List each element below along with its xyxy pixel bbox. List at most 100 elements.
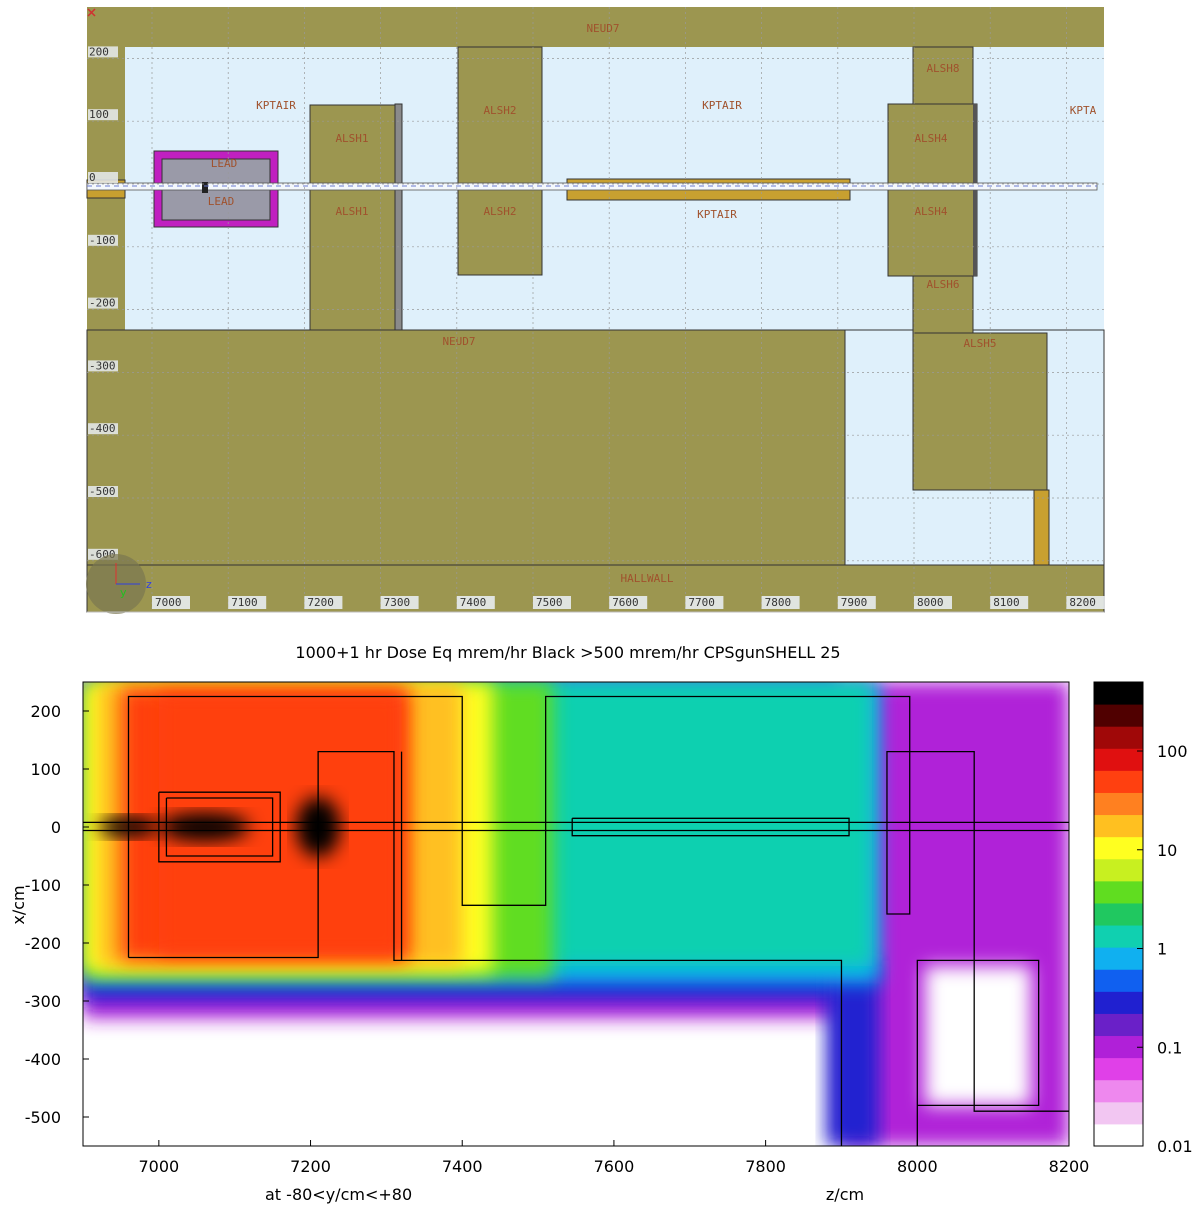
dose-chart: 1000+1 hr Dose Eq mrem/hr Black >500 mre…: [9, 643, 1193, 1204]
region-label: NEUD7: [442, 335, 475, 348]
tick-label: -500: [89, 485, 116, 498]
y-tick-label: -400: [25, 1050, 61, 1069]
colorbar-swatch: [1094, 947, 1143, 970]
x-tick-label: 7600: [594, 1157, 635, 1176]
tick-label-bg: [88, 548, 118, 560]
tick-label-bg: [990, 596, 1029, 609]
colorbar-tick-label: 0.1: [1157, 1038, 1182, 1057]
tick-label-bg: [228, 596, 267, 609]
x-tick-label: 7400: [442, 1157, 483, 1176]
region-label: ALSH2: [483, 104, 516, 117]
tick-label: 7900: [841, 596, 868, 609]
tick-label: 200: [89, 45, 109, 58]
region-label: ALSH6: [926, 278, 959, 291]
tick-label: 7700: [688, 596, 715, 609]
x-tick-label: 7200: [290, 1157, 331, 1176]
colorbar-tick-label: 1: [1157, 940, 1167, 959]
colorbar-tick-label: 0.01: [1157, 1137, 1193, 1156]
tick-label-bg: [380, 596, 419, 609]
colorbar-swatch: [1094, 1057, 1143, 1081]
colorbar-swatch: [1094, 748, 1143, 771]
colorbar-swatch: [1094, 1123, 1143, 1147]
region: [1033, 489, 1050, 566]
geometry-view: NEUD7 KPTAIR ALSH1 ALSH1 LEAD LEAD ALSH2 ALSH2 K…: [86, 7, 1105, 614]
colorbar-swatch: [1094, 814, 1143, 838]
tick-label: -400: [89, 422, 116, 435]
heatmap: [83, 682, 1069, 1146]
tick-label: 7300: [384, 596, 411, 609]
colorbar-swatch: [1094, 1035, 1143, 1059]
geometry-labels: NEUD7 KPTAIR ALSH1 ALSH1 LEAD LEAD ALSH2 ALSH2 K…: [87, 7, 1105, 612]
colorbar-swatch: [1094, 770, 1143, 793]
region-label: ALSH2: [483, 205, 516, 218]
region-label: ALSH4: [914, 205, 947, 218]
y-tick-label: -100: [25, 876, 61, 895]
tick-label-bg: [1066, 596, 1105, 609]
tick-label-bg: [88, 109, 118, 121]
region-label: HALLWALL: [621, 572, 674, 585]
tick-label: 8000: [917, 596, 944, 609]
tick-label-bg: [914, 596, 952, 609]
colorbar-swatch: [1094, 1013, 1143, 1037]
region: [394, 103, 403, 331]
plot-frame: [82, 681, 1070, 1147]
colorbar-swatch: [1094, 880, 1143, 904]
colorbar-swatch: [1094, 969, 1143, 992]
tick-label: 7800: [765, 596, 792, 609]
region-label: ALSH1: [335, 132, 368, 145]
colorbar-swatch: [1094, 726, 1143, 749]
colorbar-swatch: [1094, 682, 1143, 705]
tick-label-bg: [88, 234, 118, 246]
colorbar-swatch: [1094, 836, 1143, 860]
geometry-outline: [916, 959, 1040, 1146]
chart-title: 1000+1 hr Dose Eq mrem/hr Black >500 mre…: [295, 643, 840, 662]
corner-marker: [87, 8, 96, 17]
region: [457, 46, 543, 276]
y-tick-label: -500: [25, 1108, 61, 1127]
dose-peak: [159, 813, 250, 841]
region-label: ALSH4: [914, 132, 947, 145]
region: [912, 46, 974, 105]
region-label: ALSH8: [926, 62, 959, 75]
colorbar-swatch: [1094, 858, 1143, 882]
tick-label: 8200: [1069, 596, 1096, 609]
x-tick-label: 8200: [1049, 1157, 1090, 1176]
tick-label-bg: [837, 596, 876, 609]
colorbar-tick-label: 10: [1157, 841, 1177, 860]
colorbar-swatch: [1094, 925, 1143, 948]
tick-label: -200: [89, 297, 116, 310]
region-label: LEAD: [211, 157, 238, 170]
tick-label-bg: [88, 423, 118, 435]
tick-label-bg: [761, 596, 800, 609]
x-tick-label: 7000: [138, 1157, 179, 1176]
tick-label: 7100: [231, 596, 258, 609]
x-axis-label: z/cm: [826, 1185, 864, 1204]
tick-label-bg: [609, 596, 648, 609]
region-label: KPTA: [1070, 104, 1097, 117]
tick-label: 7000: [155, 596, 182, 609]
dose-zone: [826, 960, 880, 1146]
colorbar-tick-label: 100: [1157, 742, 1188, 761]
annotation: at -80<y/cm<+80: [265, 1185, 412, 1204]
colorbar-swatch: [1094, 1101, 1143, 1125]
tick-label-bg: [152, 596, 190, 609]
tick-label-bg: [456, 596, 495, 609]
colorbar-swatch: [1094, 1079, 1143, 1103]
y-tick-label: 200: [30, 702, 61, 721]
tick-label-bg: [304, 596, 343, 609]
tick-label-bg: [88, 486, 118, 497]
y-tick-label: -300: [25, 992, 61, 1011]
region-label: LEAD: [208, 195, 235, 208]
geometry-outline: [128, 750, 843, 1146]
y-axis-label: x/cm: [9, 885, 28, 924]
region-label: KPTAIR: [697, 208, 737, 221]
region-label: KPTAIR: [702, 99, 742, 112]
geometry-outline: [158, 791, 281, 863]
region: [202, 182, 208, 193]
tick-label: -100: [89, 234, 116, 247]
x-tick-label: 7800: [745, 1157, 786, 1176]
colorbar: 100 10 1 0.1 0.01: [1093, 681, 1193, 1156]
tick-label: 0: [89, 171, 96, 184]
tick-label: 7400: [460, 596, 487, 609]
